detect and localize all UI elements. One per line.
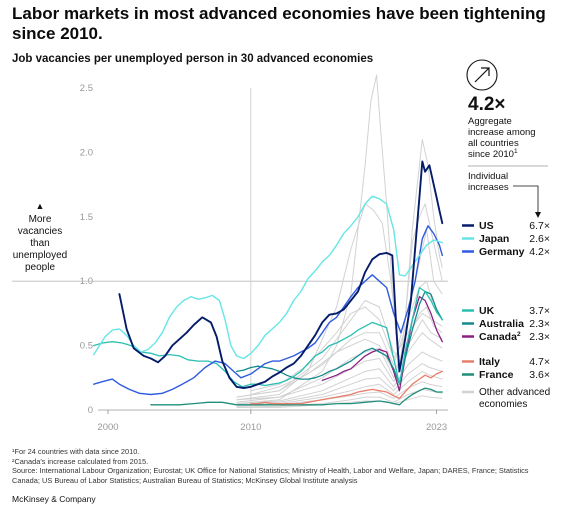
legend-label-us: US [479, 220, 494, 232]
aggregate-text: all countries [468, 138, 519, 149]
legend-label-germany: Germany [479, 246, 525, 258]
y-annotation-text: More [29, 214, 52, 225]
series-line-japan [93, 195, 443, 360]
aggregate-text: since 20101 [468, 148, 518, 160]
legend-increase-germany: 4.2× [529, 246, 550, 258]
legend-label-france: France [479, 369, 514, 381]
legend-label-other: Other advanced [479, 387, 550, 398]
callout-circle [466, 59, 498, 91]
legend-increase-france: 3.6× [529, 369, 550, 381]
legend-increase-japan: 2.6× [529, 233, 550, 245]
x-tick-label: 2023 [426, 422, 447, 433]
other-economy-line [236, 306, 443, 403]
series-line-canada [321, 296, 443, 392]
arrow-up-right-icon [474, 67, 490, 83]
series-line-us [118, 160, 444, 390]
x-tick-label: 2000 [97, 422, 118, 433]
footnote-1: ¹For 24 countries with data since 2010. [12, 447, 140, 456]
aggregate-text: increase among [468, 127, 536, 138]
legend-label-italy: Italy [479, 356, 500, 368]
footnote-marker: 1 [514, 148, 518, 155]
other-economy-line [236, 332, 443, 401]
footnotes: ¹For 24 countries with data since 2010. … [12, 447, 557, 485]
source-note: Source: International Labour Organizatio… [12, 466, 529, 476]
chart: 0 0.5 1.0 1.5 2.0 2.5 2000 2010 2023 ▲ Morevacanci… [12, 59, 550, 433]
legend-label-japan: Japan [479, 233, 509, 245]
series-line-australia [235, 290, 443, 385]
legend-increase-australia: 2.3× [529, 318, 550, 330]
aggregate-text: Aggregate [468, 116, 512, 127]
legend-label-canada: Canada2 [479, 331, 521, 343]
y-annotation-text: than [30, 238, 49, 249]
footnote-2: ²Canada's increase calculated from 2015. [12, 456, 149, 466]
brand-name: McKinsey & Company [12, 494, 96, 504]
y-annotation-text: people [25, 262, 55, 273]
y-tick-label: 1.5 [80, 212, 93, 223]
y-tick-label: 2.5 [80, 83, 93, 94]
legend-increase-uk: 3.7× [529, 305, 550, 317]
legend-label-uk: UK [479, 305, 495, 317]
series-line-france [150, 387, 443, 406]
other-economy-line [236, 370, 443, 406]
aggregate-increase-value: 4.2× [468, 94, 506, 115]
y-annotation-text: unemployed [13, 250, 67, 261]
source-note-cont: Canada; US Bureau of Labor Statistics; A… [12, 475, 358, 485]
y-tick-label: 0.5 [80, 341, 93, 352]
legend-increase-us: 6.7× [529, 220, 550, 232]
y-annotation-text: vacancies [18, 226, 62, 237]
individual-increases-label: Individual [468, 171, 508, 182]
x-tick-label: 2010 [240, 422, 261, 433]
footnote-marker: 2 [517, 331, 521, 338]
y-tick-label: 0 [88, 405, 93, 416]
page-title: Labor markets in most advanced economies… [12, 4, 546, 43]
series-line-germany [93, 225, 443, 396]
legend-increase-italy: 4.7× [529, 356, 550, 368]
y-tick-label: 2.0 [80, 147, 93, 158]
legend-increase-canada: 2.3× [529, 331, 550, 343]
up-arrow-icon: ▲ [36, 201, 45, 211]
other-economy-line [236, 381, 443, 407]
individual-increases-label: increases [468, 182, 509, 193]
legend-label-other: economies [479, 399, 527, 410]
other-economy-line [236, 351, 443, 405]
legend-pointer-arrow [535, 212, 541, 218]
chart-subtitle: Job vacancies per unemployed person in 3… [12, 53, 374, 65]
y-tick-label: 1.0 [80, 276, 93, 287]
legend-label-australia: Australia [479, 318, 524, 330]
legend-pointer-line [513, 185, 539, 214]
other-economy-line [236, 280, 443, 398]
other-economy-line [236, 363, 443, 405]
series-line-italy [250, 370, 443, 405]
